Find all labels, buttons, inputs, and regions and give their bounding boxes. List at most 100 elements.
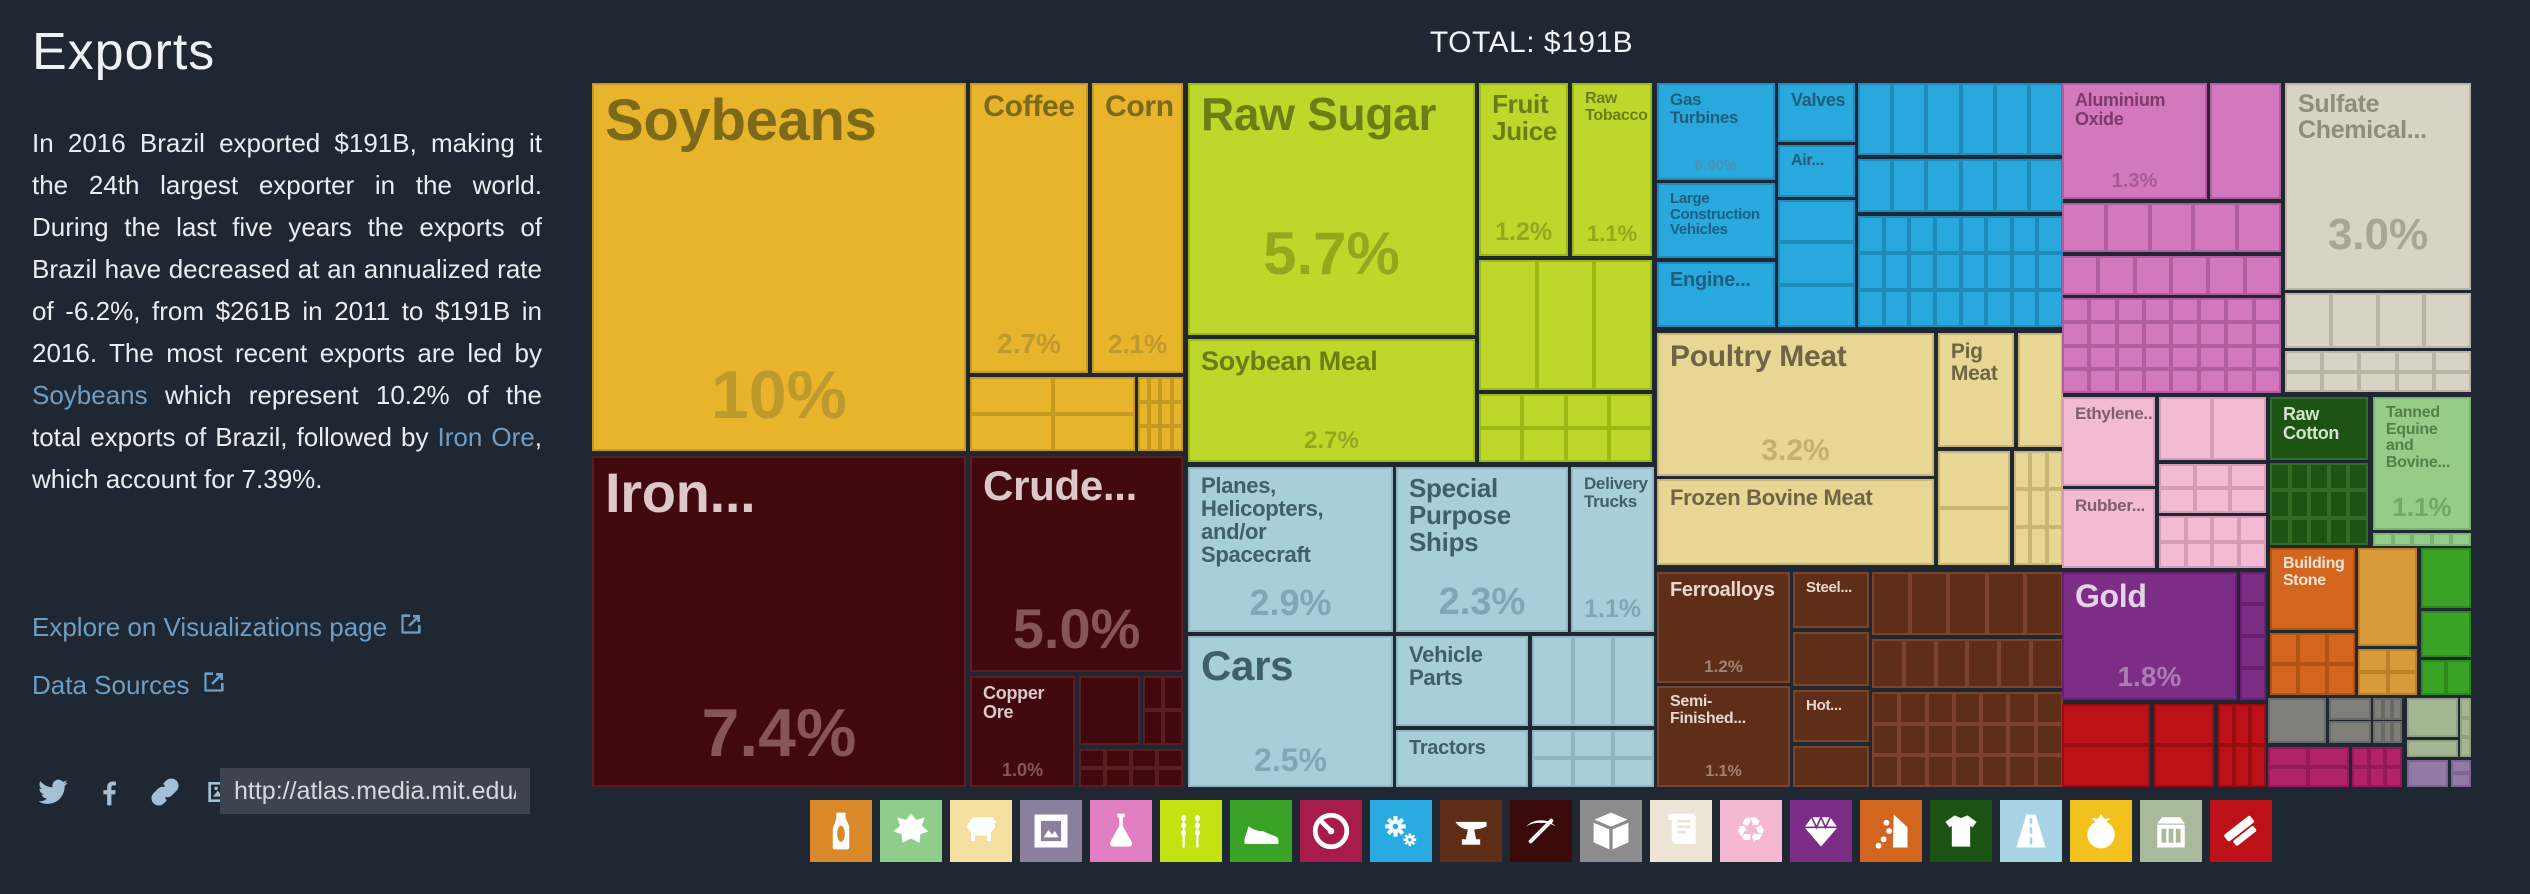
treemap-cell-chemical-products[interactable]: [2198, 369, 2227, 393]
tshirt-icon[interactable]: [1930, 800, 1992, 862]
flask-icon[interactable]: [1090, 800, 1152, 862]
treemap-cell-sulfate-chemicals[interactable]: [2284, 351, 2323, 372]
cell-iron[interactable]: Iron... 7.4%: [592, 455, 966, 787]
cow-icon[interactable]: [950, 800, 1012, 862]
treemap-cell-vegetable-products[interactable]: [1171, 401, 1183, 427]
treemap-cell-chemical-products[interactable]: [2226, 298, 2254, 322]
treemap-cell-sulfate-chemicals[interactable]: [2424, 293, 2471, 348]
treemap-cell-chemical-products[interactable]: [2198, 345, 2227, 370]
treemap-cell-textiles-cotton[interactable]: [2328, 463, 2349, 491]
treemap-cell-machines[interactable]: [1994, 159, 2029, 212]
treemap-cell-sage-group[interactable]: [2406, 739, 2458, 757]
treemap-cell-stone-building[interactable]: [2269, 663, 2299, 695]
treemap-cell-sage-group[interactable]: [2460, 717, 2471, 738]
treemap-cell-stone-building[interactable]: [2326, 663, 2355, 695]
treemap-cell-mineral-products[interactable]: [1142, 675, 1163, 711]
treemap-cell-machines[interactable]: [1883, 253, 1910, 290]
cell-raw-cotton[interactable]: Raw Cotton: [2269, 396, 2369, 460]
treemap-cell-mineral-products[interactable]: [1130, 767, 1157, 787]
treemap-cell-ochre-group[interactable]: [2387, 672, 2418, 695]
crate-icon[interactable]: [2140, 800, 2202, 862]
treemap-cell-vegetable-products[interactable]: [970, 376, 1053, 414]
treemap-cell-machines[interactable]: [2011, 253, 2038, 290]
treemap-cell-plastics-rubbers[interactable]: [2158, 396, 2213, 461]
treemap-cell-animal-products[interactable]: [2046, 450, 2064, 489]
treemap-cell-chemical-products[interactable]: [2134, 255, 2172, 295]
treemap-cell-animal-products[interactable]: [2030, 450, 2047, 489]
cell-raw-tobacco[interactable]: Raw Tobacco 1.1%: [1572, 83, 1653, 256]
treemap-cell-metals[interactable]: [2008, 691, 2036, 724]
treemap-cell-machines[interactable]: [1926, 159, 1961, 212]
treemap-cell-metals[interactable]: [2035, 723, 2063, 756]
treemap-cell-mineral-products[interactable]: [1142, 710, 1163, 745]
treemap-cell-foodstuffs[interactable]: [1536, 259, 1595, 390]
treemap-cell-gray-misc[interactable]: [2329, 720, 2371, 743]
treemap-cell-mineral-products[interactable]: [1156, 748, 1183, 768]
cell-building-stone[interactable]: Building Stone: [2269, 547, 2355, 630]
treemap-cell-machines[interactable]: [2028, 83, 2064, 155]
treemap-cell-animal-hides[interactable]: [2372, 532, 2393, 546]
treemap-cell-metals[interactable]: [1981, 755, 2009, 787]
treemap-cell-machines[interactable]: [1909, 290, 1935, 327]
twitter-icon[interactable]: [36, 775, 70, 809]
treemap-cell-animal-products[interactable]: [2014, 488, 2031, 527]
treemap-cell-machines[interactable]: [1960, 159, 1995, 212]
cell-tanned-equine-and-bovine[interactable]: Tanned Equine and Bovine... 1.1%: [2372, 396, 2471, 530]
treemap-cell-magenta-group[interactable]: [2351, 747, 2369, 767]
treemap-cell-machines[interactable]: [1778, 200, 1856, 243]
treemap-cell-magenta-group[interactable]: [2308, 747, 2349, 767]
treemap-cell-sulfate-chemicals[interactable]: [2284, 371, 2323, 392]
treemap-cell-metals[interactable]: [1871, 691, 1900, 724]
treemap-cell-textiles-cotton[interactable]: [2328, 490, 2349, 518]
treemap-cell-chemical-products[interactable]: [2116, 345, 2145, 370]
treemap-cell-chemical-products[interactable]: [2253, 321, 2282, 346]
treemap-cell-transportation[interactable]: [1572, 758, 1614, 787]
treemap-cell-sulfate-chemicals[interactable]: [2433, 351, 2471, 372]
treemap-cell-vegetable-products[interactable]: [1160, 426, 1172, 451]
wheat-icon[interactable]: [1160, 800, 1222, 862]
treemap-cell-magenta-group[interactable]: [2368, 767, 2386, 787]
treemap-cell-animal-products[interactable]: [1937, 508, 2010, 566]
treemap-cell-metals[interactable]: [2035, 691, 2063, 724]
treemap-cell-gray-misc[interactable]: [2382, 698, 2393, 721]
treemap-cell-red-group[interactable]: [2234, 745, 2251, 787]
treemap-cell-machines[interactable]: [1858, 159, 1893, 212]
treemap-cell-mineral-products[interactable]: [1105, 748, 1131, 768]
treemap-cell-machines[interactable]: [2037, 253, 2064, 290]
treemap-cell-textiles-cotton[interactable]: [2289, 463, 2310, 491]
treemap-cell-metals[interactable]: [2031, 639, 2063, 689]
treemap-cell-machines[interactable]: [1986, 290, 2012, 327]
treemap-cell-machines[interactable]: [1960, 216, 1987, 254]
treemap-cell-textiles-cotton[interactable]: [2289, 490, 2310, 518]
treemap-cell-metals[interactable]: [1899, 691, 1927, 724]
treemap-cell-vegetable-products[interactable]: [1171, 426, 1183, 451]
treemap-cell-textiles-cotton[interactable]: [2309, 517, 2329, 545]
treemap-cell-red-group[interactable]: [2218, 703, 2235, 746]
treemap-cell-gray-misc[interactable]: [2392, 698, 2403, 721]
treemap-cell-metals[interactable]: [1899, 723, 1927, 756]
treemap-cell-metals[interactable]: [1967, 639, 2000, 689]
cell-sulfate-chemical[interactable]: Sulfate Chemical... 3.0%: [2284, 83, 2471, 290]
treemap-cell-plastics-rubbers[interactable]: [2194, 488, 2231, 513]
treemap-cell-plastics-rubbers[interactable]: [2158, 463, 2195, 489]
treemap-cell-textiles-cotton[interactable]: [2309, 490, 2329, 518]
treemap-cell-chemical-products[interactable]: [2226, 345, 2254, 370]
treemap-cell-chemical-products[interactable]: [2089, 321, 2117, 346]
treemap-cell-machines[interactable]: [1994, 83, 2029, 155]
treemap-cell-chemical-products[interactable]: [2116, 298, 2145, 322]
cell-vehicle-parts[interactable]: Vehicle Parts: [1396, 635, 1529, 726]
treemap-cell-precious-metals[interactable]: [2240, 667, 2266, 700]
treemap-cell-machines[interactable]: [1909, 216, 1935, 254]
treemap-cell-foodstuffs[interactable]: [1522, 428, 1566, 463]
treemap-cell-foodstuffs[interactable]: [1479, 394, 1523, 429]
wood-icon[interactable]: [2210, 800, 2272, 862]
treemap-cell-transportation[interactable]: [1613, 635, 1654, 726]
treemap-cell-transportation[interactable]: [1613, 758, 1654, 787]
treemap-cell-gray-misc[interactable]: [2329, 698, 2371, 721]
treemap-cell-metals[interactable]: [1899, 755, 1927, 787]
treemap-cell-chemical-products[interactable]: [2171, 369, 2199, 393]
treemap-cell-vegetable-products[interactable]: [1149, 401, 1161, 427]
treemap-cell-chemical-products[interactable]: [2193, 203, 2238, 253]
treemap-cell-gray-misc[interactable]: [2392, 720, 2403, 743]
treemap-cell-chemical-products[interactable]: [2105, 203, 2150, 253]
